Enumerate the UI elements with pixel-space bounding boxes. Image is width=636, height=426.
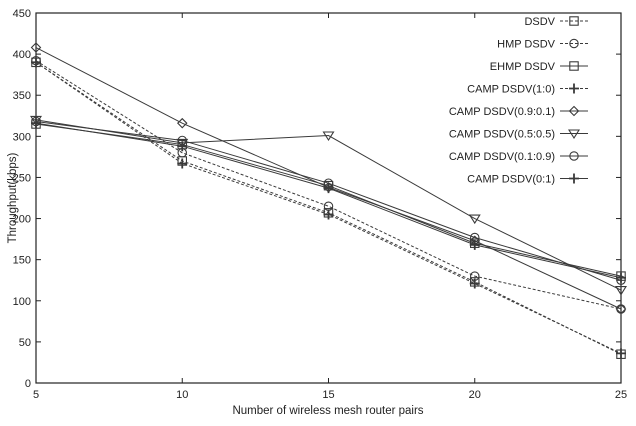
series-7 bbox=[31, 118, 626, 283]
x-tick-label: 5 bbox=[33, 389, 39, 401]
y-tick-label: 350 bbox=[13, 90, 31, 102]
series-6 bbox=[31, 116, 626, 285]
x-tick-label: 10 bbox=[176, 389, 188, 401]
x-tick-label: 15 bbox=[322, 389, 334, 401]
data-point bbox=[322, 131, 335, 142]
data-point bbox=[323, 183, 334, 194]
legend: DSDV HMP DSDV EHMP DSDV CAMP DSDV(1:0) CAMP … bbox=[449, 16, 588, 186]
x-tick-label: 25 bbox=[615, 389, 627, 401]
legend-marker bbox=[568, 105, 580, 117]
legend-label: CAMP DSDV(1:0) bbox=[467, 84, 555, 96]
y-tick-label: 200 bbox=[13, 214, 31, 226]
legend-label: CAMP DSDV(0.9:0.1) bbox=[449, 106, 555, 118]
data-point bbox=[176, 117, 188, 129]
data-point bbox=[469, 278, 480, 289]
series-5 bbox=[30, 115, 627, 296]
series-line bbox=[35, 119, 622, 291]
axis-ticks: 0 50 100 150 200 250 300 350 400 450 5 10 15 20 25 bbox=[13, 8, 627, 401]
legend-marker bbox=[569, 173, 579, 184]
data-point bbox=[30, 42, 42, 53]
legend-marker bbox=[569, 151, 579, 161]
data-point bbox=[30, 115, 42, 126]
legend-entry: CAMP DSDV(1:0) bbox=[467, 83, 588, 96]
legend-entry: HMP DSDV bbox=[497, 39, 588, 51]
data-point bbox=[469, 239, 480, 250]
data-point bbox=[177, 158, 188, 169]
legend-marker bbox=[569, 83, 579, 94]
legend-entry: CAMP DSDV(0:1) bbox=[467, 173, 588, 186]
data-point bbox=[323, 209, 334, 220]
legend-entry: CAMP DSDV(0.1:0.9) bbox=[449, 151, 588, 163]
legend-marker bbox=[568, 129, 580, 140]
series-lines bbox=[30, 42, 627, 359]
data-point bbox=[615, 303, 627, 315]
legend-label: CAMP DSDV(0.1:0.9) bbox=[449, 151, 555, 163]
data-point bbox=[615, 286, 627, 296]
series-3 bbox=[31, 57, 626, 359]
data-point bbox=[323, 201, 334, 211]
legend-marker bbox=[569, 61, 579, 71]
y-tick-label: 450 bbox=[13, 8, 31, 20]
series-line bbox=[35, 60, 622, 310]
series-2 bbox=[31, 119, 626, 281]
legend-entry: EHMP DSDV bbox=[490, 61, 588, 73]
legend-label: HMP DSDV bbox=[497, 39, 556, 51]
y-tick-label: 50 bbox=[19, 337, 31, 349]
legend-marker bbox=[569, 38, 579, 49]
y-tick-label: 150 bbox=[13, 255, 31, 267]
y-tick-label: 250 bbox=[13, 172, 31, 184]
x-axis-label: Number of wireless mesh router pairs bbox=[232, 405, 423, 417]
y-tick-label: 300 bbox=[13, 131, 31, 143]
legend-entry: CAMP DSDV(0.5:0.5) bbox=[449, 129, 588, 141]
legend-label: EHMP DSDV bbox=[490, 61, 556, 73]
legend-label: CAMP DSDV(0.5:0.5) bbox=[449, 129, 555, 141]
data-point bbox=[468, 214, 481, 225]
legend-label: DSDV bbox=[524, 16, 555, 28]
legend-label: CAMP DSDV(0:1) bbox=[467, 174, 555, 186]
data-point bbox=[31, 118, 41, 129]
x-tick-label: 20 bbox=[469, 389, 481, 401]
data-point bbox=[177, 141, 188, 152]
legend-entry: DSDV bbox=[524, 16, 588, 28]
y-tick-label: 0 bbox=[25, 378, 31, 390]
series-line bbox=[35, 123, 622, 277]
y-tick-label: 400 bbox=[13, 49, 31, 61]
legend-marker bbox=[569, 16, 579, 26]
data-point bbox=[616, 348, 626, 359]
y-axis-label: Throughput(kbps) bbox=[7, 152, 19, 243]
legend-entry: CAMP DSDV(0.9:0.1) bbox=[449, 105, 588, 118]
data-point bbox=[31, 57, 41, 68]
y-tick-label: 100 bbox=[13, 296, 31, 308]
data-point bbox=[616, 272, 626, 283]
